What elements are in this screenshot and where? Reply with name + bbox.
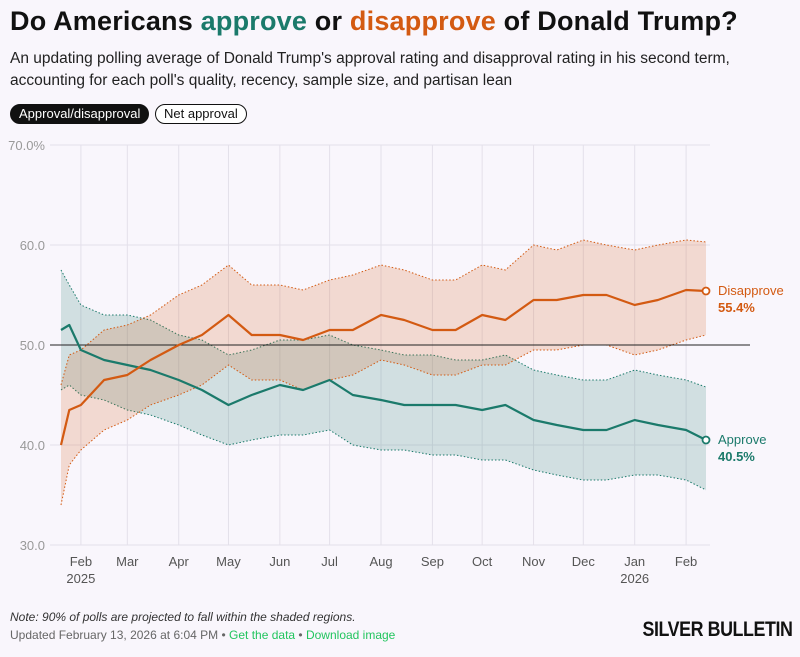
approve-value: 40.5% (718, 449, 755, 464)
disapprove-band-lower (60, 334, 707, 506)
y-tick-label: 50.0 (20, 338, 45, 353)
y-tick-label: 60.0 (20, 238, 45, 253)
disapprove-value: 55.4% (718, 300, 755, 315)
tab-net-approval[interactable]: Net approval (155, 104, 247, 124)
approve-band-lower (60, 384, 707, 491)
x-tick-year: 2025 (66, 571, 95, 586)
approve-end-point (701, 435, 711, 445)
x-tick-label: Mar (116, 554, 139, 569)
subtitle: An updating polling average of Donald Tr… (10, 50, 730, 89)
y-tick-label: 40.0 (20, 438, 45, 453)
x-tick-label: Dec (572, 554, 596, 569)
approve-label: Approve (718, 432, 766, 447)
x-tick-label: Jun (269, 554, 290, 569)
x-tick-label: Jan (624, 554, 645, 569)
disapprove-end-point (701, 286, 711, 296)
disapprove-band (61, 240, 706, 505)
download-image-link[interactable]: Download image (305, 628, 396, 642)
disapprove-line (59, 288, 707, 446)
x-tick-label: Apr (169, 554, 190, 569)
x-tick-label: Jul (321, 554, 338, 569)
tab-approval-disapproval[interactable]: Approval/disapproval (10, 104, 150, 124)
disapprove-label: Disapprove (718, 283, 784, 298)
approval-chart: 70.0% 60.0 50.0 40.0 30.0 Feb 2025 Mar Apr May Jun… (8, 138, 784, 586)
page-title: Do Americans approve or disapprove of Do… (10, 6, 738, 36)
get-data-link[interactable]: Get the data (229, 628, 296, 642)
footnote: Note: 90% of polls are projected to fall… (10, 610, 356, 624)
title-approve: approve (200, 6, 308, 36)
y-tick-label: 70.0% (8, 138, 45, 153)
x-tick-label: May (216, 554, 241, 569)
x-tick-year: 2026 (620, 571, 649, 586)
x-tick-label: Aug (369, 554, 392, 569)
update-line: Updated February 13, 2026 at 6:04 PM • G… (10, 628, 396, 642)
x-tick-label: Feb (70, 554, 92, 569)
approve-band (61, 270, 706, 490)
title-disapprove: disapprove (349, 6, 496, 36)
x-tick-label: Sep (421, 554, 444, 569)
updated-time: Updated February 13, 2026 at 6:04 PM (10, 628, 219, 642)
x-tick-label: Feb (675, 554, 697, 569)
x-tick-label: Nov (522, 554, 546, 569)
y-tick-label: 30.0 (20, 538, 45, 553)
silver-bulletin-logo: SILVER BULLETIN (642, 618, 792, 641)
x-tick-label: Oct (472, 554, 493, 569)
disapprove-band-upper (60, 239, 707, 386)
